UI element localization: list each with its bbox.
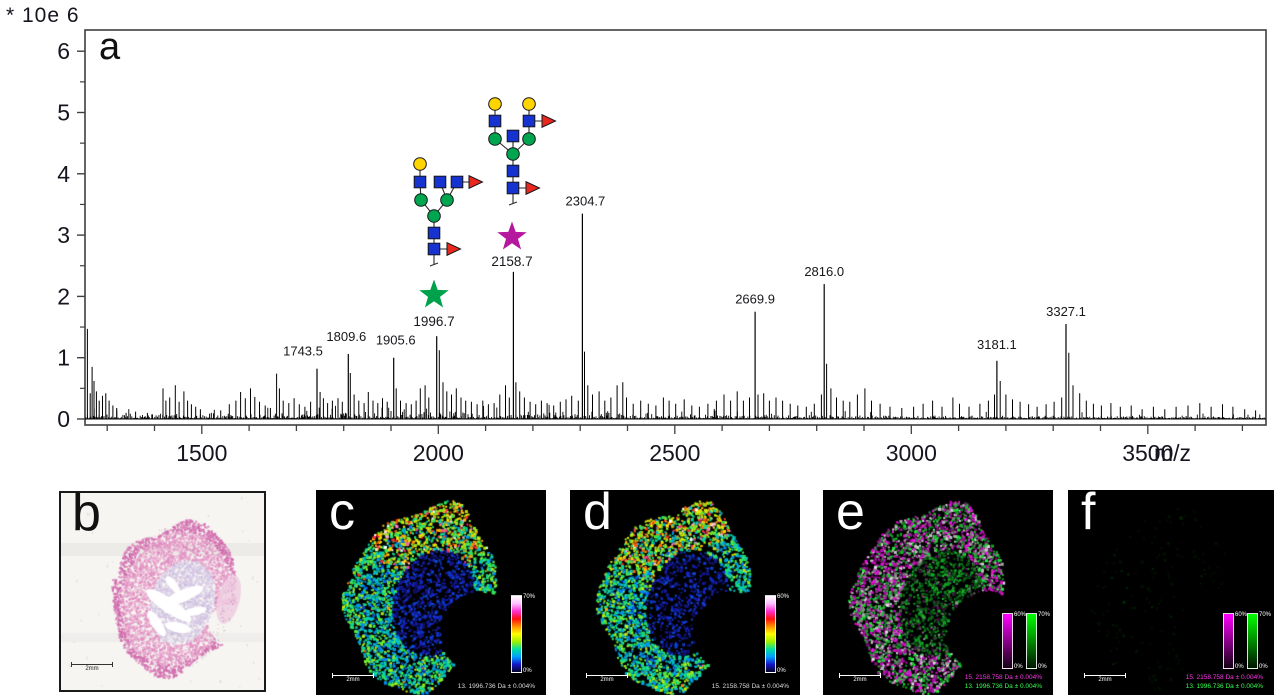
ion-annotation: 15. 2158.758 Da ± 0.004% [711,682,789,690]
msi-control-image [1068,490,1274,695]
msi-overlay-image [823,490,1053,695]
colorbar-max-label: 70% [1038,612,1051,618]
colorbar-min-label: 0% [1259,664,1268,670]
svg-text:3: 3 [57,222,70,248]
colorbar-min-label: 0% [523,668,532,674]
ion-annotation-magenta: 15. 2158.758 Da ± 0.004% [1185,673,1263,681]
svg-text:1996.7: 1996.7 [413,314,454,329]
svg-text:3327.1: 3327.1 [1046,304,1086,319]
svg-text:2158.7: 2158.7 [491,254,532,269]
colorbar-max-label: 70% [1259,612,1272,618]
scale-bar-line [332,673,374,678]
svg-text:1809.6: 1809.6 [326,329,366,344]
panel-b-label: b [72,484,101,542]
svg-text:2304.7: 2304.7 [566,194,606,209]
svg-text:4: 4 [57,161,70,187]
svg-text:1: 1 [57,345,70,371]
green-channel-colorbar: 70% 0% [1247,612,1271,670]
svg-text:2500: 2500 [649,440,700,466]
green-channel-colorbar: 70% 0% [1026,612,1050,670]
scale-bar: 2mm [839,673,881,683]
scale-bar-label: 2mm [600,677,614,683]
he-stained-kidney-image [61,493,264,690]
scale-bar-label: 2mm [346,677,360,683]
svg-text:3181.1: 3181.1 [977,337,1017,352]
panel-f-msi-control: f 2mm 60% 0% 70% 0% 15. 2158.758 Da ± 0.… [1068,483,1274,695]
svg-text:1743.5: 1743.5 [283,344,323,359]
svg-text:6: 6 [57,38,70,64]
scale-bar-line [71,662,113,667]
scale-bar: 2mm [332,673,374,683]
scale-bar-line [1084,673,1126,678]
panel-e-msi-overlay: e 2mm 60% 0% 70% 0% 15. 2158.758 Da ± 0.… [823,483,1053,695]
msi-ion-image-1996 [316,490,546,695]
colorbar-min-label: 0% [1038,664,1047,670]
ion-annotation-green: 13. 1996.736 Da ± 0.004% [964,682,1042,690]
ion-annotation-green: 13. 1996.736 Da ± 0.004% [1185,682,1263,690]
scale-bar-label: 2mm [853,677,867,683]
scale-bar-label: 2mm [85,666,99,672]
colorbar-min-label: 0% [777,668,786,674]
ion-annotation: 13. 1996.736 Da ± 0.004% [457,682,535,690]
svg-text:2816.0: 2816.0 [804,264,844,279]
intensity-colorbar: 70% 0% [511,594,535,674]
panel-b-histology: b 2mm [59,484,266,692]
ion-annotation-magenta: 15. 2158.758 Da ± 0.004% [964,673,1042,681]
svg-text:2669.9: 2669.9 [735,292,775,307]
panel-d-msi-2158: d 2mm 60% 0% 15. 2158.758 Da ± 0.004% [570,483,800,695]
svg-text:2000: 2000 [413,440,464,466]
svg-text:5: 5 [57,100,70,126]
svg-text:0: 0 [57,406,70,432]
panel-c-label: c [329,483,355,541]
panel-e-label: e [836,483,865,541]
panel-a-label: a [99,26,121,68]
svg-text:2: 2 [57,283,70,309]
colorbar-max-label: 60% [1014,612,1027,618]
colorbar-max-label: 70% [523,594,536,600]
intensity-colorbar: 60% 0% [765,594,789,674]
svg-text:m/z: m/z [1154,440,1191,466]
panel-d-label: d [583,483,612,541]
colorbar-min-label: 0% [1014,664,1023,670]
colorbar-max-label: 60% [1235,612,1248,618]
scale-bar: 2mm [1084,673,1126,683]
svg-text:1905.6: 1905.6 [376,333,416,348]
msi-ion-image-2158 [570,490,800,695]
scale-bar: 2mm [586,673,628,683]
scale-bar-line [839,673,881,678]
svg-text:3000: 3000 [886,440,937,466]
y-axis-multiplier-label: * 10e 6 [6,4,80,27]
colorbar-min-label: 0% [1235,664,1244,670]
magenta-channel-colorbar: 60% 0% [1223,612,1247,670]
svg-text:3500: 3500 [1122,440,1173,466]
scale-bar-label: 2mm [1098,677,1112,683]
colorbar-max-label: 60% [777,594,790,600]
magenta-channel-colorbar: 60% 0% [1002,612,1026,670]
scale-bar: 2mm [71,662,113,672]
panel-c-msi-1996: c 2mm 70% 0% 13. 1996.736 Da ± 0.004% [316,483,546,695]
svg-text:1500: 1500 [176,440,227,466]
panel-f-label: f [1081,483,1096,541]
scale-bar-line [586,673,628,678]
mass-spectrum-panel: * 10e 6 a 0 1 2 3 4 5 6 1500 2000 2500 3000 3500 m/z… [6,4,1267,466]
